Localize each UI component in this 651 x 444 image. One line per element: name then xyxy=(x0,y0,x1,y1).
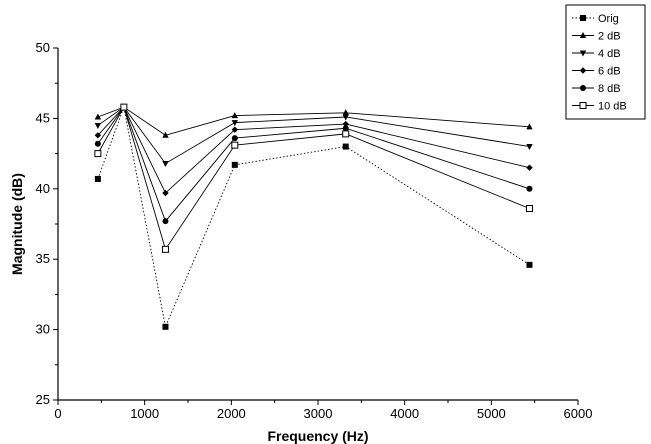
x-tick-label: 3000 xyxy=(304,406,333,421)
data-point xyxy=(162,131,169,138)
data-point xyxy=(94,113,102,120)
legend-box xyxy=(565,4,646,120)
data-point xyxy=(161,245,169,253)
legend-entry: 6 dB xyxy=(572,66,621,78)
legend-label: Orig xyxy=(598,13,619,25)
legend-entry: 8 dB xyxy=(572,83,621,95)
legend-entry: 10 dB xyxy=(572,101,627,113)
legend-marker xyxy=(580,15,586,21)
y-tick-label: 35 xyxy=(36,251,50,266)
y-tick-label: 30 xyxy=(36,322,50,337)
data-point xyxy=(526,144,533,151)
legend-label: 6 dB xyxy=(598,66,621,78)
series-line xyxy=(97,105,530,329)
legend-label: 8 dB xyxy=(598,83,621,95)
data-point xyxy=(94,175,101,182)
legend-marker xyxy=(579,102,587,109)
data-point xyxy=(162,189,169,197)
legend-entry: 2 dB xyxy=(572,31,621,43)
series-10-db xyxy=(94,103,533,253)
series-line xyxy=(97,106,530,165)
data-point xyxy=(526,164,533,171)
data-point xyxy=(342,143,349,150)
data-point xyxy=(94,122,102,129)
data-point xyxy=(342,125,349,132)
legend-marker xyxy=(579,50,587,57)
legend-entry: 4 dB xyxy=(572,48,621,60)
series-layer xyxy=(94,103,533,330)
data-point xyxy=(162,323,169,330)
x-tick-label: 1000 xyxy=(130,406,159,421)
series-line xyxy=(97,106,530,136)
y-tick-label: 40 xyxy=(36,181,50,196)
data-point xyxy=(162,160,169,167)
series-6-db xyxy=(94,103,533,197)
series-line xyxy=(97,105,530,251)
legend-label: 4 dB xyxy=(598,48,621,60)
data-point xyxy=(526,123,533,130)
data-point xyxy=(525,205,533,213)
x-axis-ticks: 0 1000 2000 3000 4000 5000 6000 xyxy=(54,400,592,421)
data-point xyxy=(526,261,533,268)
data-point xyxy=(120,103,128,111)
legend-items: Orig 2 dB 4 dB 6 dB 8 dB 10 dB xyxy=(572,13,627,113)
x-tick-label: 4000 xyxy=(390,406,419,421)
series-orig xyxy=(94,104,533,330)
x-tick-label: 5000 xyxy=(477,406,506,421)
y-tick-label: 45 xyxy=(36,110,50,125)
data-point xyxy=(342,120,349,128)
data-point xyxy=(231,126,238,133)
plot-area: 0 1000 2000 3000 4000 5000 6000 25 30 35 40 45 50 xyxy=(36,40,593,421)
x-tick-label: 2000 xyxy=(217,406,246,421)
legend-marker xyxy=(580,85,586,91)
legend-entry: Orig xyxy=(572,13,619,25)
data-point xyxy=(526,185,533,192)
legend-label: 10 dB xyxy=(598,101,627,113)
x-axis-title: Frequency (Hz) xyxy=(267,428,368,444)
legend: Orig 2 dB 4 dB 6 dB 8 dB 10 dB xyxy=(565,4,646,120)
legend-marker xyxy=(579,32,587,38)
data-point xyxy=(94,150,102,158)
y-tick-label: 25 xyxy=(36,392,50,407)
data-point xyxy=(231,161,238,168)
legend-marker xyxy=(579,67,587,74)
data-point xyxy=(94,132,102,139)
series-line xyxy=(97,106,530,223)
data-point xyxy=(342,109,349,116)
series-2-db xyxy=(94,103,533,138)
y-tick-label: 50 xyxy=(36,40,50,55)
series-line xyxy=(97,106,530,194)
data-point xyxy=(162,218,169,225)
x-tick-label: 6000 xyxy=(564,406,593,421)
data-point xyxy=(231,135,238,142)
x-tick-label: 0 xyxy=(54,406,61,421)
data-point xyxy=(231,120,238,127)
y-axis-title: Magnitude (dB) xyxy=(9,173,25,275)
data-point xyxy=(342,114,349,121)
data-point xyxy=(231,141,239,149)
data-point xyxy=(94,140,101,147)
data-point xyxy=(342,130,350,138)
legend-label: 2 dB xyxy=(598,31,621,43)
data-point xyxy=(231,112,238,119)
y-axis-ticks: 25 30 35 40 45 50 xyxy=(36,40,58,407)
